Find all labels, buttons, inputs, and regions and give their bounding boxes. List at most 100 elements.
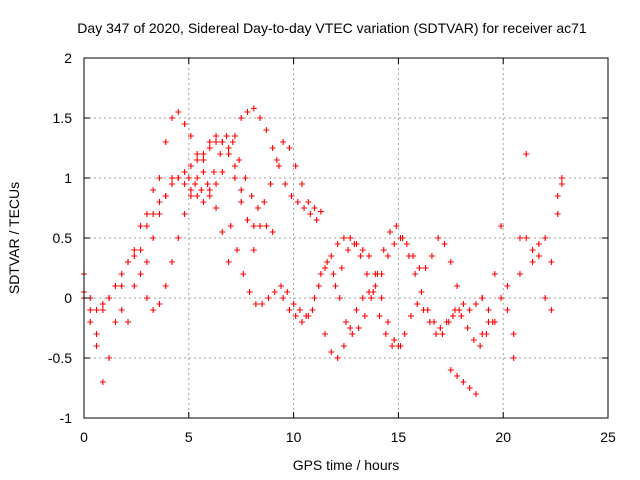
data-point (267, 181, 274, 187)
data-point (370, 289, 377, 295)
data-point (162, 283, 169, 289)
data-point (422, 265, 429, 271)
data-point (441, 241, 448, 247)
data-point (112, 319, 119, 325)
x-tick-label: 15 (391, 429, 407, 445)
data-point (248, 193, 255, 199)
data-point (137, 223, 144, 229)
series-track-c (81, 133, 276, 313)
data-point (162, 193, 169, 199)
data-point (351, 241, 358, 247)
data-point (382, 331, 389, 337)
data-point (403, 241, 410, 247)
data-point (273, 157, 280, 163)
data-point (343, 319, 349, 325)
data-point (143, 295, 150, 301)
data-point (250, 247, 257, 253)
data-point (449, 313, 456, 319)
data-point (175, 109, 182, 115)
data-point (231, 133, 238, 139)
data-point (106, 295, 113, 301)
y-tick-label: 1.5 (53, 110, 73, 126)
data-point (231, 175, 238, 181)
data-point (150, 307, 157, 313)
data-point (313, 217, 320, 223)
data-point (378, 295, 385, 301)
data-point (261, 199, 268, 205)
data-point (472, 301, 479, 307)
data-point (192, 181, 199, 187)
data-point (395, 343, 402, 349)
data-point (363, 271, 370, 277)
data-point (311, 205, 318, 211)
data-point (106, 355, 113, 361)
x-axis-label: GPS time / hours (293, 457, 400, 473)
data-point (223, 133, 230, 139)
data-point (485, 307, 492, 313)
data-point (516, 271, 523, 277)
data-point (510, 331, 517, 337)
data-point (217, 151, 224, 157)
data-point (504, 307, 511, 313)
data-point (219, 169, 226, 175)
data-point (322, 331, 329, 337)
data-point (250, 105, 257, 112)
data-point (554, 193, 561, 199)
data-point (181, 121, 188, 127)
data-point (204, 181, 211, 187)
data-point (213, 139, 220, 145)
series-track-i (332, 241, 496, 349)
data-point (433, 331, 440, 337)
data-point (309, 307, 316, 313)
y-tick-label: -1 (60, 410, 73, 426)
data-point (516, 235, 523, 241)
data-point (284, 289, 291, 295)
data-point (334, 355, 341, 361)
series-track-j (447, 181, 565, 397)
data-point (472, 391, 479, 397)
data-point (535, 241, 542, 247)
data-point (99, 307, 106, 313)
x-tick-label: 25 (600, 429, 616, 445)
data-point (322, 265, 329, 271)
data-point (301, 205, 308, 211)
data-point (131, 253, 138, 259)
data-point (298, 181, 305, 187)
series-track-k (479, 151, 565, 361)
data-point (187, 187, 194, 193)
data-point (361, 313, 368, 319)
data-point (250, 223, 257, 229)
data-point (347, 235, 354, 241)
data-point (477, 343, 484, 349)
data-point (437, 325, 444, 331)
data-point (460, 379, 467, 385)
data-point (380, 247, 387, 253)
data-point (118, 283, 125, 289)
x-tick-label: 0 (80, 429, 88, 445)
data-point (87, 307, 94, 313)
axes: 0 5 10 15 20 25 -1 -0.5 0 0.5 1 1.5 2 (48, 50, 616, 445)
data-point (324, 259, 331, 265)
data-point (194, 193, 201, 199)
data-point (523, 235, 530, 241)
data-point (244, 109, 251, 115)
data-point (150, 211, 157, 217)
data-point (407, 313, 414, 319)
data-point (231, 163, 238, 169)
data-point (252, 301, 259, 307)
data-point (558, 181, 565, 187)
data-point (498, 295, 505, 301)
data-point (238, 187, 245, 193)
data-point (225, 151, 232, 157)
data-point (206, 193, 213, 199)
data-point (420, 307, 427, 313)
data-point (315, 283, 322, 289)
data-point (118, 271, 125, 277)
y-tick-label: 0 (64, 290, 72, 306)
data-point (93, 331, 100, 337)
data-point (181, 181, 188, 187)
data-point (156, 301, 163, 307)
data-point (229, 139, 236, 145)
data-point (359, 295, 366, 301)
data-point (292, 313, 299, 319)
